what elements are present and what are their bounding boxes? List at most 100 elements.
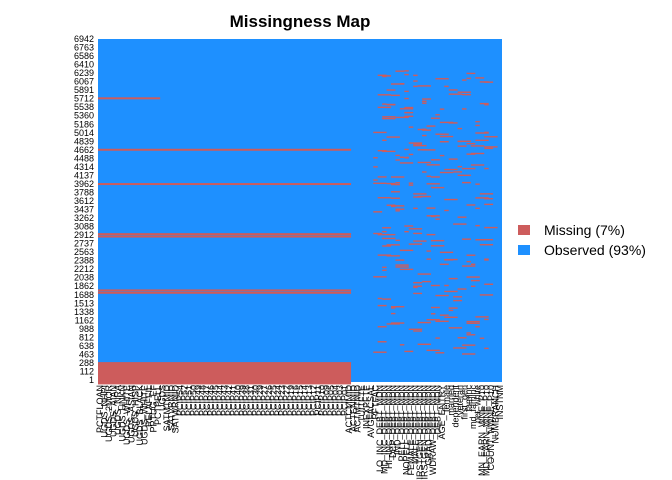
missing-cell [475,132,489,134]
missing-band [98,148,352,151]
missing-cell [439,251,454,254]
missing-cell [435,294,449,297]
missing-cell [470,164,485,166]
missing-cell [382,245,392,247]
y-tick-label: 2563 [74,247,94,257]
y-tick-label: 4662 [74,145,94,155]
missing-cell [453,299,463,302]
missing-cell [422,100,427,102]
missing-cell [422,129,431,131]
x-tick-label: DEP_DEBT_MDN [388,385,398,458]
missing-cell [475,316,489,318]
x-tick-label: PCIP10 [317,385,327,416]
x-tick-label: PCIP31 [246,385,256,416]
x-tick-label: PCIP41 [228,385,238,416]
missing-cell [484,198,494,200]
missing-cell [426,349,440,352]
x-tick-label: PCTPELL [153,385,163,425]
y-tick-label: 3612 [74,196,94,206]
missing-cell [382,230,387,233]
missing-cell [448,93,463,95]
y-tick-label: 1162 [75,315,94,325]
missing-cell [413,144,427,147]
missing-cell [408,228,423,230]
missing-cell [479,294,494,296]
missing-cell [466,254,476,256]
legend-label-missing: Missing (7%) [544,222,625,238]
y-tick-label: 112 [80,366,94,376]
x-tick-label: faminc [464,385,474,412]
y-tick-label: 1688 [74,290,94,300]
missing-cell [377,254,392,256]
missing-cell [377,197,392,199]
missing-cell [426,164,440,166]
x-tick-label: PCIP30 [251,385,261,416]
missing-cell [439,154,445,157]
x-tick-label: married [446,385,456,416]
missing-cell [444,258,458,261]
x-tick-label: INEXPFTE [362,385,372,429]
missing-cell [466,334,476,336]
x-tick-label: PCIP13 [304,385,314,416]
x-tick-label: PCIP44 [215,385,225,416]
missing-cell [422,98,431,100]
missing-cell [475,207,480,210]
missing-cell [382,75,387,78]
missing-cell [475,326,480,328]
missing-cell [462,181,471,184]
missing-cell [444,284,449,287]
missing-cell [475,139,489,142]
y-tick-label: 3088 [74,222,94,232]
missing-cell [426,215,440,217]
y-tick-label: 6067 [74,77,94,87]
x-tick-label: LO_INC_DEBT_MDN [375,385,385,472]
missing-cell [435,78,449,80]
x-tick-label: UGDS_UNKN [117,385,127,442]
missing-cell [377,297,383,300]
missing-cell [462,108,467,110]
x-tick-label: PCIP27 [259,385,269,416]
x-tick-label: PCIP49 [193,385,203,416]
missing-cell [457,91,471,93]
missing-cell [457,337,467,339]
missing-cell [413,193,427,195]
missing-cell [426,183,440,185]
missing-cell [426,319,440,321]
missing-cell [413,232,423,235]
missing-cell [395,259,405,261]
legend: Missing (7%) Observed (93%) [518,222,646,258]
missing-cell [484,258,489,260]
x-tick-label: DEBT_MDN [433,385,443,435]
x-tick-label: PCIP24 [273,385,283,416]
x-tick-label: PCIP45 [211,385,221,416]
x-tick-label: UGDS_2MOR [104,385,114,443]
missing-cell [417,195,431,198]
x-tick-label: PCIP42 [224,385,234,416]
y-tick-label: 1862 [74,281,94,291]
missing-cell [404,350,414,353]
missing-cell [408,184,414,186]
missing-cell [479,244,494,246]
x-tick-label: PCIP09 [322,385,332,416]
x-tick-label: UGDS_AIAN [109,385,119,437]
missing-cell [382,139,387,141]
y-tick-label: 2212 [74,264,94,274]
x-tick-label: veteran [455,385,465,415]
missing-cell [404,90,409,93]
missing-cell [475,77,485,79]
missing-cell [466,77,471,80]
y-tick-label: 988 [79,324,94,334]
y-tick-label: 3262 [74,213,94,223]
missing-cell [395,239,400,242]
y-tick-label: 5712 [74,94,94,104]
y-tick-label: 4839 [74,136,94,146]
y-tick-label: 1 [89,375,94,385]
missing-cell [448,277,458,280]
x-tick-label: PCIP22 [282,385,292,416]
missing-cell [479,81,489,83]
x-tick-label: PCIP51 [184,385,194,416]
x-tick-label: PCIP04 [331,385,341,416]
missing-cell [373,166,378,168]
x-tick-label: MN_EARN_WNE_P10 [477,385,487,476]
x-tick-label: MD_EARN_WNE_P10 [481,385,491,476]
